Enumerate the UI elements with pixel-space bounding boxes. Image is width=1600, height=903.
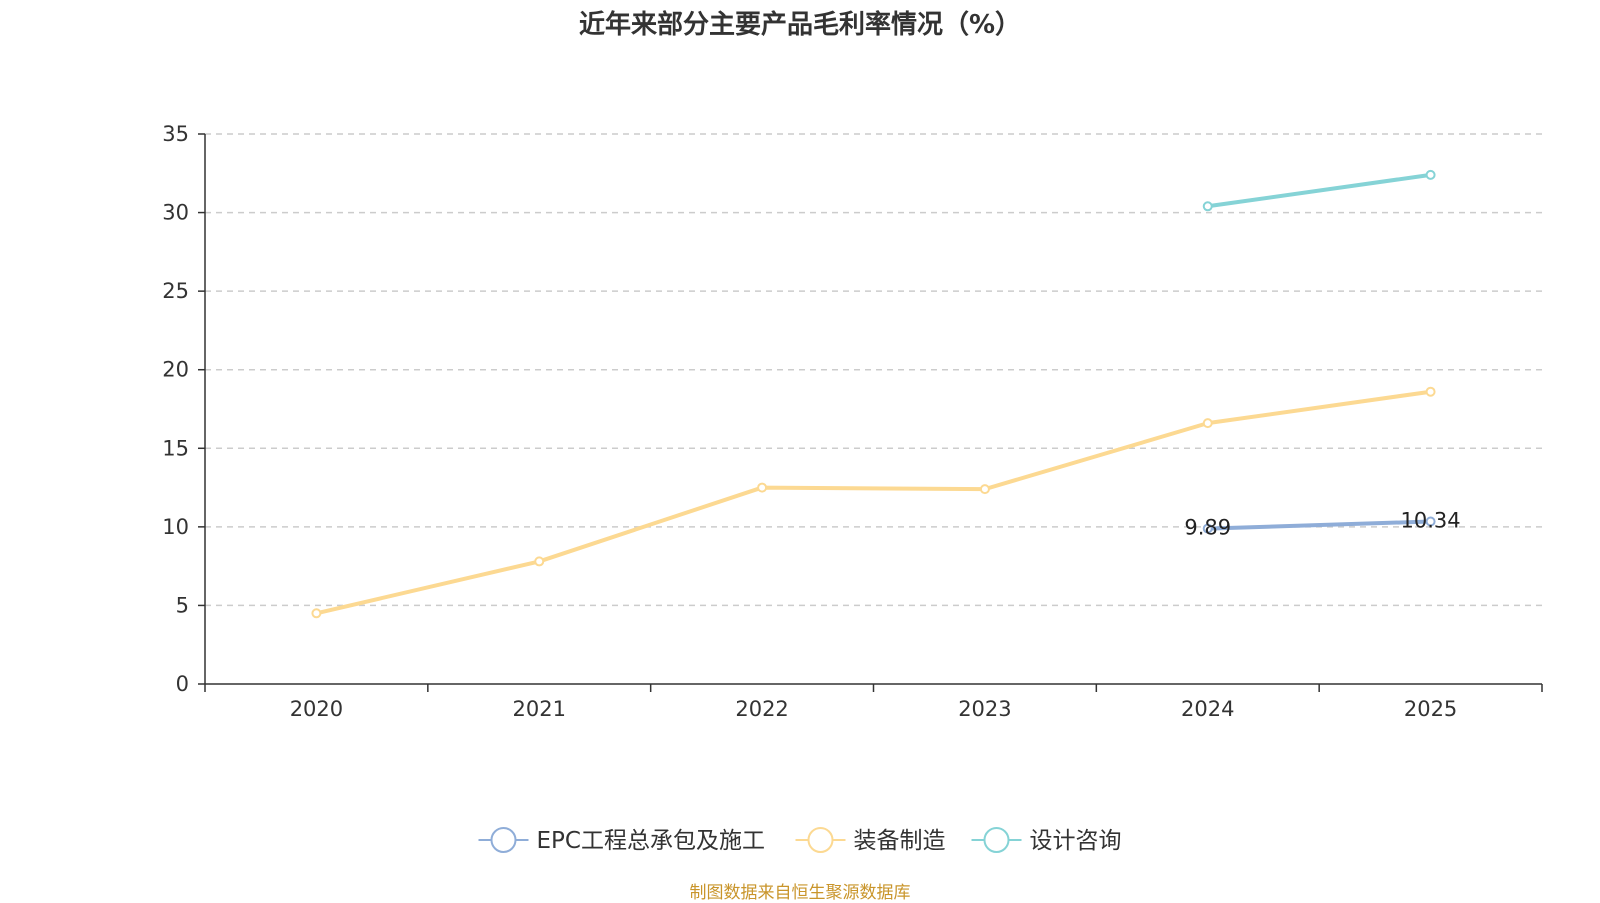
y-tick-label: 20	[162, 358, 189, 382]
x-tick-label: 2022	[735, 697, 788, 721]
x-tick-label: 2020	[290, 697, 343, 721]
series-line-0	[1207, 519, 1431, 531]
data-label: 10.34	[1401, 509, 1461, 533]
series-lines	[311, 169, 1436, 619]
y-tick-label: 10	[162, 515, 189, 539]
data-point[interactable]	[534, 556, 545, 567]
series-line-2	[1207, 172, 1431, 209]
chart-title: 近年来部分主要产品毛利率情况（%）	[578, 10, 1022, 40]
y-tick-label: 15	[162, 436, 189, 460]
legend-marker	[490, 827, 517, 853]
source-note: 制图数据来自恒生聚源数据库	[689, 883, 911, 903]
data-point[interactable]	[311, 608, 322, 619]
y-tick-label: 30	[162, 201, 189, 225]
legend-item[interactable]: 装备制造	[795, 827, 946, 854]
x-tick-label: 2021	[513, 697, 566, 721]
data-point[interactable]	[1425, 516, 1436, 527]
data-point[interactable]	[1202, 201, 1213, 212]
legend-label: EPC工程总承包及施工	[537, 828, 765, 854]
legend-item[interactable]: EPC工程总承包及施工	[478, 827, 765, 854]
data-point[interactable]	[1425, 169, 1436, 180]
x-tick-label: 2023	[958, 697, 1011, 721]
data-point[interactable]	[1202, 523, 1213, 534]
x-tick-label: 2025	[1404, 697, 1457, 721]
y-tick-label: 35	[162, 122, 189, 146]
data-point[interactable]	[1425, 386, 1436, 397]
legend-label: 装备制造	[854, 828, 946, 854]
y-tick-label: 25	[162, 279, 189, 303]
y-tick-label: 5	[176, 593, 189, 617]
legend-label: 设计咨询	[1030, 828, 1122, 854]
data-point[interactable]	[1202, 418, 1213, 429]
data-point[interactable]	[979, 484, 990, 495]
series-line-1	[315, 389, 1431, 616]
grid-lines	[205, 133, 1542, 607]
data-point[interactable]	[757, 482, 768, 493]
x-tick-label: 2024	[1181, 697, 1234, 721]
data-labels: 9.89 10.34	[1184, 509, 1460, 540]
legend-marker	[807, 827, 834, 853]
legend-item[interactable]: 设计咨询	[971, 827, 1122, 854]
legend[interactable]: EPC工程总承包及施工 装备制造 设计咨询	[478, 827, 1122, 854]
y-tick-label: 0	[176, 672, 189, 696]
legend-marker	[983, 827, 1010, 853]
data-label: 9.89	[1184, 516, 1231, 540]
